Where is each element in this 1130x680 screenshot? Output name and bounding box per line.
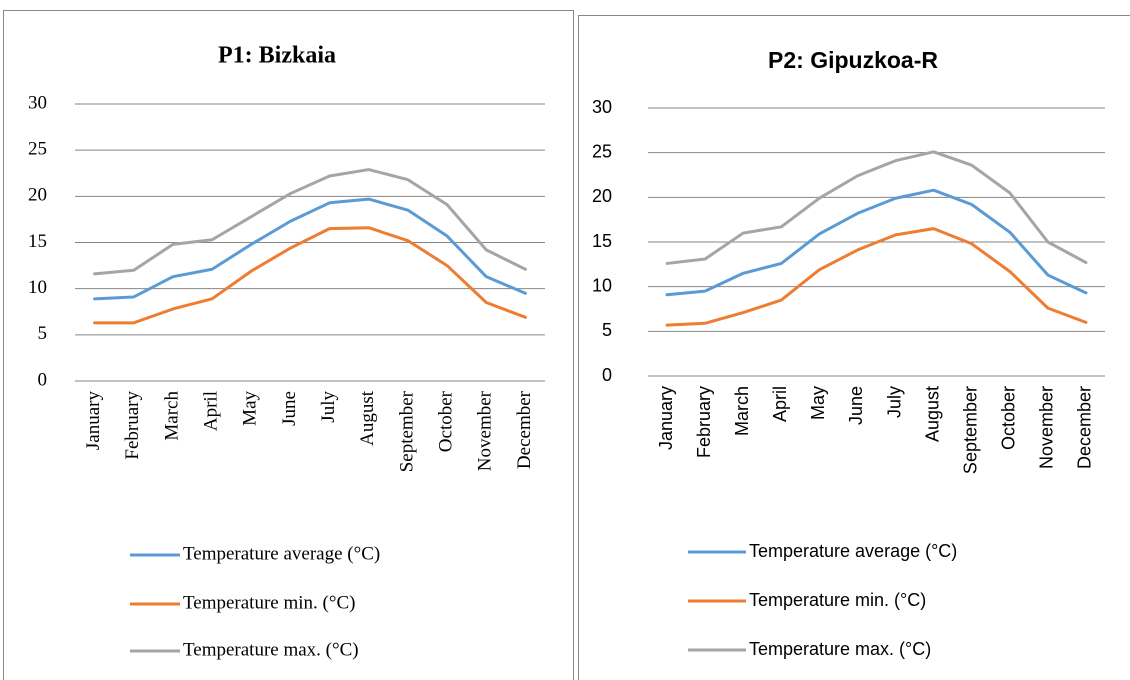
y-tick-label: 30: [592, 97, 612, 117]
chart-panel: P2: Gipuzkoa-R 0 5 10 15 20 25 30 January Februar…: [578, 15, 1130, 680]
legend-label: Temperature average (°C): [183, 543, 380, 564]
y-tick-label: 25: [592, 141, 612, 161]
x-tick-label: June: [846, 386, 866, 425]
y-tick-label: 20: [28, 185, 47, 206]
chart-title: P1: Bizkaia: [218, 43, 336, 69]
series-line: [93, 168, 527, 276]
x-tick-label: April: [770, 386, 790, 422]
x-tick-label: October: [999, 386, 1019, 450]
legend-label: Temperature average (°C): [749, 541, 957, 561]
y-tick-label: 0: [602, 365, 612, 385]
panel-border: [3, 10, 574, 680]
legend-label: Temperature min. (°C): [183, 592, 355, 613]
x-tick-label: September: [396, 390, 417, 472]
x-tick-label: November: [475, 390, 496, 471]
x-tick-label: August: [922, 386, 942, 442]
x-tick-label: January: [83, 391, 104, 451]
x-tick-label: February: [122, 391, 143, 460]
x-tick-label: May: [240, 391, 261, 426]
y-tick-label: 25: [28, 139, 47, 160]
panel-border: [578, 15, 1130, 680]
x-tick-label: September: [960, 386, 980, 474]
x-tick-label: July: [318, 391, 339, 423]
y-tick-label: 5: [602, 320, 612, 340]
y-tick-label: 15: [592, 231, 612, 251]
y-tick-label: 30: [28, 92, 47, 113]
series-line: [665, 150, 1088, 265]
x-tick-label: October: [435, 390, 456, 452]
x-tick-label: November: [1037, 386, 1057, 469]
series-line: [93, 226, 527, 325]
legend-label: Temperature min. (°C): [749, 590, 926, 610]
series-line: [665, 188, 1088, 297]
x-tick-label: December: [1075, 386, 1095, 469]
y-tick-label: 5: [38, 323, 48, 344]
legend-label: Temperature max. (°C): [183, 639, 359, 660]
x-tick-label: August: [357, 390, 378, 446]
chart-title: P2: Gipuzkoa-R: [768, 47, 938, 73]
x-tick-label: March: [732, 386, 752, 436]
x-tick-label: July: [884, 386, 904, 418]
legend-label: Temperature max. (°C): [749, 639, 931, 659]
x-tick-label: March: [161, 391, 182, 441]
x-tick-label: December: [514, 390, 535, 469]
y-tick-label: 15: [28, 231, 47, 252]
x-tick-label: May: [808, 386, 828, 420]
x-tick-label: January: [656, 386, 676, 450]
x-tick-label: April: [200, 391, 221, 431]
x-tick-label: February: [694, 386, 714, 458]
chart-panel: P1: Bizkaia 0 5 10 15 20 25 30 January February Ma…: [3, 10, 574, 680]
y-tick-label: 10: [592, 275, 612, 295]
series-line: [665, 227, 1088, 327]
x-tick-label: June: [279, 391, 300, 426]
series-line: [93, 197, 527, 301]
y-tick-label: 0: [38, 369, 48, 390]
y-tick-label: 10: [28, 277, 47, 298]
y-tick-label: 20: [592, 186, 612, 206]
